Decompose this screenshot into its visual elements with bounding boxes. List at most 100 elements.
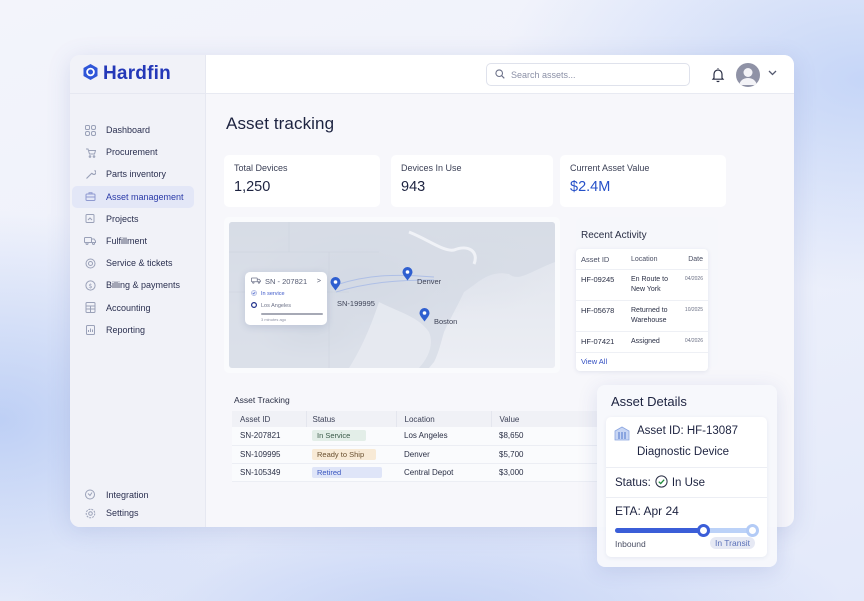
table-row[interactable]: HF-05678 Returned to Warehouse 10/2025 xyxy=(576,301,708,332)
main-content: Asset tracking Total Devices 1,250 Devic… xyxy=(206,94,794,527)
stat-value: $2.4M xyxy=(570,179,611,195)
map-label-denver: Denver xyxy=(417,277,442,286)
popup-status: In service xyxy=(261,291,285,297)
value: $5,700 xyxy=(491,445,604,464)
sidebar-item-projects[interactable]: Projects xyxy=(72,208,194,230)
popup-header: SN - 207821 > xyxy=(251,277,321,286)
bell-icon[interactable] xyxy=(711,67,725,83)
value: $3,000 xyxy=(491,463,604,482)
sidebar-item-dashboard[interactable]: Dashboard xyxy=(72,119,194,141)
chevron-right-icon[interactable]: > xyxy=(316,278,321,285)
table-row[interactable]: HF-09245 En Route to New York 04/2026 xyxy=(576,270,708,301)
chevron-down-icon[interactable] xyxy=(768,69,777,78)
truck-icon xyxy=(251,277,261,286)
popup-serial: SN - 207821 xyxy=(265,277,308,286)
progress-current-knob[interactable] xyxy=(697,524,710,537)
status-value: In Use xyxy=(671,476,706,489)
sidebar-bottom-nav: Integration Settings xyxy=(70,486,206,522)
sidebar-item-label: Parts inventory xyxy=(106,169,167,180)
stat-label: Devices In Use xyxy=(401,163,462,173)
dollar-icon: $ xyxy=(84,279,96,291)
sidebar-item-label: Asset management xyxy=(106,191,184,202)
hexagon-logo-icon xyxy=(82,63,99,86)
sidebar-item-billing-payments[interactable]: $ Billing & payments xyxy=(72,274,194,296)
location: Denver xyxy=(396,445,491,464)
stat-card-devices-in-use: Devices In Use 943 xyxy=(391,155,553,207)
sidebar-item-reporting[interactable]: Reporting xyxy=(72,319,194,341)
map-pin-icon[interactable] xyxy=(330,277,341,291)
avatar[interactable] xyxy=(736,63,760,87)
progress-end-knob[interactable] xyxy=(746,524,759,537)
column-header[interactable]: Location xyxy=(396,411,492,427)
asset-id: HF-05678 xyxy=(581,306,615,315)
asset-tracking-title: Asset Tracking xyxy=(234,395,290,405)
table-row[interactable]: SN-207821 In Service Los Angeles $8,650 xyxy=(232,427,604,446)
asset-type: Diagnostic Device xyxy=(637,446,730,458)
table-header: Asset ID Location Date xyxy=(576,249,708,270)
column-header[interactable]: Asset ID xyxy=(232,411,307,427)
projects-icon xyxy=(84,213,96,225)
table-row[interactable]: SN-109995 Ready to Ship Denver $5,700 xyxy=(232,445,604,464)
stat-label: Current Asset Value xyxy=(570,163,650,173)
sidebar-item-asset-management[interactable]: Asset management xyxy=(72,185,194,208)
map-pin-icon[interactable] xyxy=(419,308,430,322)
column-header[interactable]: Value xyxy=(491,411,604,427)
popup-time: 3 minutes ago xyxy=(261,317,287,322)
sidebar: Hardfin Dashboard Procurement Parts inve… xyxy=(70,55,206,527)
map-card: SN - 207821 > In service Los Angeles xyxy=(224,217,560,373)
asset-identity-section: Asset ID: HF-13087 Diagnostic Device xyxy=(606,417,767,468)
sidebar-item-label: Reporting xyxy=(106,324,146,335)
sidebar-item-label: Billing & payments xyxy=(106,280,181,291)
view-all-link[interactable]: View All xyxy=(581,357,608,366)
column-header: Location xyxy=(631,256,658,263)
sidebar-item-fulfillment[interactable]: Fulfillment xyxy=(72,230,194,252)
search-box[interactable] xyxy=(486,63,690,86)
location: Los Angeles xyxy=(396,427,491,446)
asset-id: HF-07421 xyxy=(581,337,615,346)
asset-details-card: Asset ID: HF-13087 Diagnostic Device Sta… xyxy=(606,417,767,557)
map-pin-icon[interactable] xyxy=(402,267,413,281)
sidebar-item-label: Integration xyxy=(106,489,149,500)
sidebar-item-parts-inventory[interactable]: Parts inventory xyxy=(72,163,194,185)
truck-icon xyxy=(84,235,96,247)
sidebar-item-procurement[interactable]: Procurement xyxy=(72,141,194,163)
stat-label: Total Devices xyxy=(234,163,288,173)
sidebar-item-accounting[interactable]: Accounting xyxy=(72,297,194,319)
sidebar-item-label: Procurement xyxy=(106,147,158,158)
sidebar-item-label: Settings xyxy=(106,508,139,518)
column-header: Date xyxy=(688,256,703,263)
column-header[interactable]: Status xyxy=(306,411,397,427)
check-circle-icon xyxy=(655,474,668,491)
progress-start-label: Inbound xyxy=(615,539,646,549)
stat-card-total-devices: Total Devices 1,250 xyxy=(224,155,380,207)
sidebar-item-settings[interactable]: Settings xyxy=(72,504,194,522)
asset-map[interactable]: SN - 207821 > In service Los Angeles xyxy=(229,222,555,368)
ticket-icon xyxy=(84,257,96,269)
status-badge: Retired xyxy=(312,466,382,478)
asset-tracking-card: Asset Tracking Asset ID Status Location … xyxy=(224,384,604,527)
table-row[interactable]: HF-07421 Assigned 04/2026 xyxy=(576,332,708,353)
progress-fill xyxy=(615,528,703,533)
brand-name: Hardfin xyxy=(103,63,171,84)
date: 04/2026 xyxy=(684,338,703,344)
sidebar-item-label: Service & tickets xyxy=(106,258,173,269)
asset-details-title: Asset Details xyxy=(611,394,687,409)
recent-activity-card: Recent Activity Asset ID Location Date H… xyxy=(576,217,718,371)
logo[interactable]: Hardfin xyxy=(70,55,205,94)
sidebar-item-service-tickets[interactable]: Service & tickets xyxy=(72,252,194,274)
asset-id: Asset ID: HF-13087 xyxy=(637,425,738,437)
table-row[interactable]: SN-105349 Retired Central Depot $3,000 xyxy=(232,463,604,482)
map-asset-popup[interactable]: SN - 207821 > In service Los Angeles xyxy=(245,272,327,325)
popup-location: Los Angeles xyxy=(261,303,291,309)
popup-location-row: Los Angeles xyxy=(250,301,321,310)
sidebar-item-integration[interactable]: Integration xyxy=(72,486,194,504)
sidebar-item-label: Dashboard xyxy=(106,125,151,135)
map-label-sn: SN-199995 xyxy=(337,299,375,308)
grid-icon xyxy=(84,124,96,136)
building-icon xyxy=(614,426,630,446)
gear-icon xyxy=(84,507,96,519)
search-input[interactable] xyxy=(511,69,681,80)
location: Central Depot xyxy=(396,463,491,482)
shipment-progress-slider[interactable] xyxy=(615,524,759,537)
column-header: Asset ID xyxy=(581,255,610,264)
